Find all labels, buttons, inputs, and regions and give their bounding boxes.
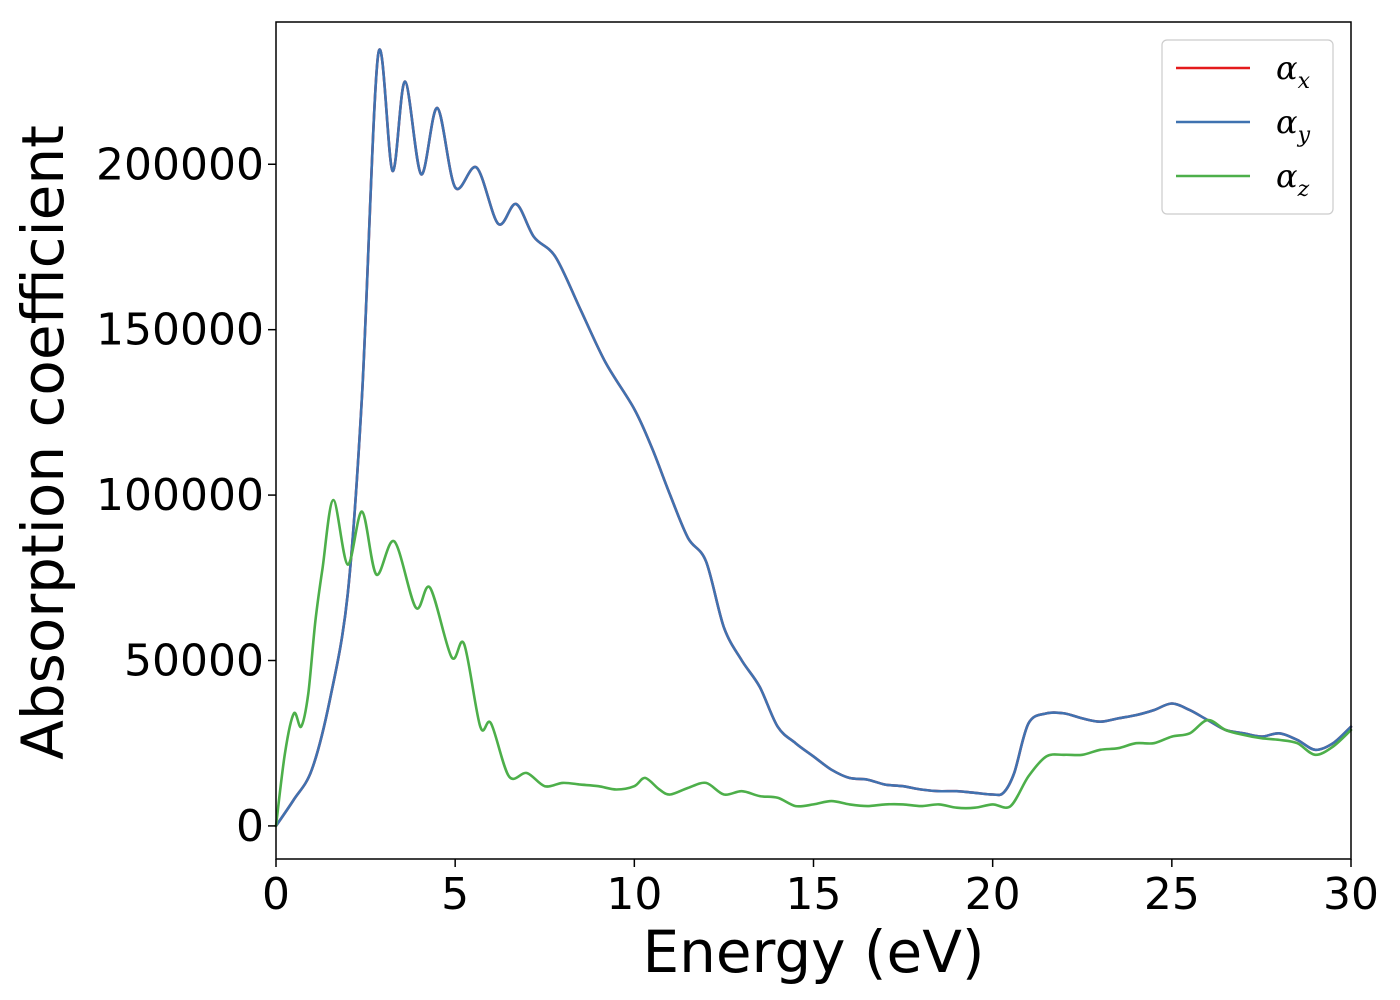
legend-subscript: x bbox=[1298, 69, 1311, 94]
x-tick-label: 25 bbox=[1144, 869, 1200, 920]
y-tick-label: 100000 bbox=[96, 470, 264, 521]
x-tick-label: 5 bbox=[441, 869, 469, 920]
series-layer bbox=[274, 48, 1353, 828]
x-tick-label: 0 bbox=[262, 869, 290, 920]
y-tick-label: 0 bbox=[236, 801, 264, 852]
x-tick-label: 20 bbox=[965, 869, 1021, 920]
y-tick-label: 50000 bbox=[124, 636, 264, 687]
legend-label-x: αx bbox=[1276, 49, 1311, 94]
x-axis-label: Energy (eV) bbox=[642, 918, 984, 986]
legend-subscript: y bbox=[1297, 123, 1311, 148]
x-tick-label: 10 bbox=[606, 869, 662, 920]
series-line-z bbox=[274, 498, 1353, 828]
legend-symbol: α bbox=[1276, 103, 1298, 141]
legend-label-z: αz bbox=[1276, 157, 1310, 202]
legend-subscript: z bbox=[1297, 177, 1310, 202]
legend-label-y: αy bbox=[1276, 103, 1311, 148]
x-tick-label: 30 bbox=[1323, 869, 1379, 920]
y-axis-label: Absorption coefficient bbox=[9, 125, 77, 760]
series-line-y bbox=[274, 48, 1353, 828]
ticks-layer: 0 5 10 15 20 25 30 0 50000 100000 150000 200000 bbox=[96, 139, 1379, 920]
y-tick-label: 150000 bbox=[96, 305, 264, 356]
y-tick-label: 200000 bbox=[96, 139, 264, 190]
legend-symbol: α bbox=[1276, 157, 1298, 195]
legend-box bbox=[1161, 39, 1334, 215]
x-tick-label: 15 bbox=[786, 869, 842, 920]
legend-symbol: α bbox=[1276, 49, 1298, 87]
